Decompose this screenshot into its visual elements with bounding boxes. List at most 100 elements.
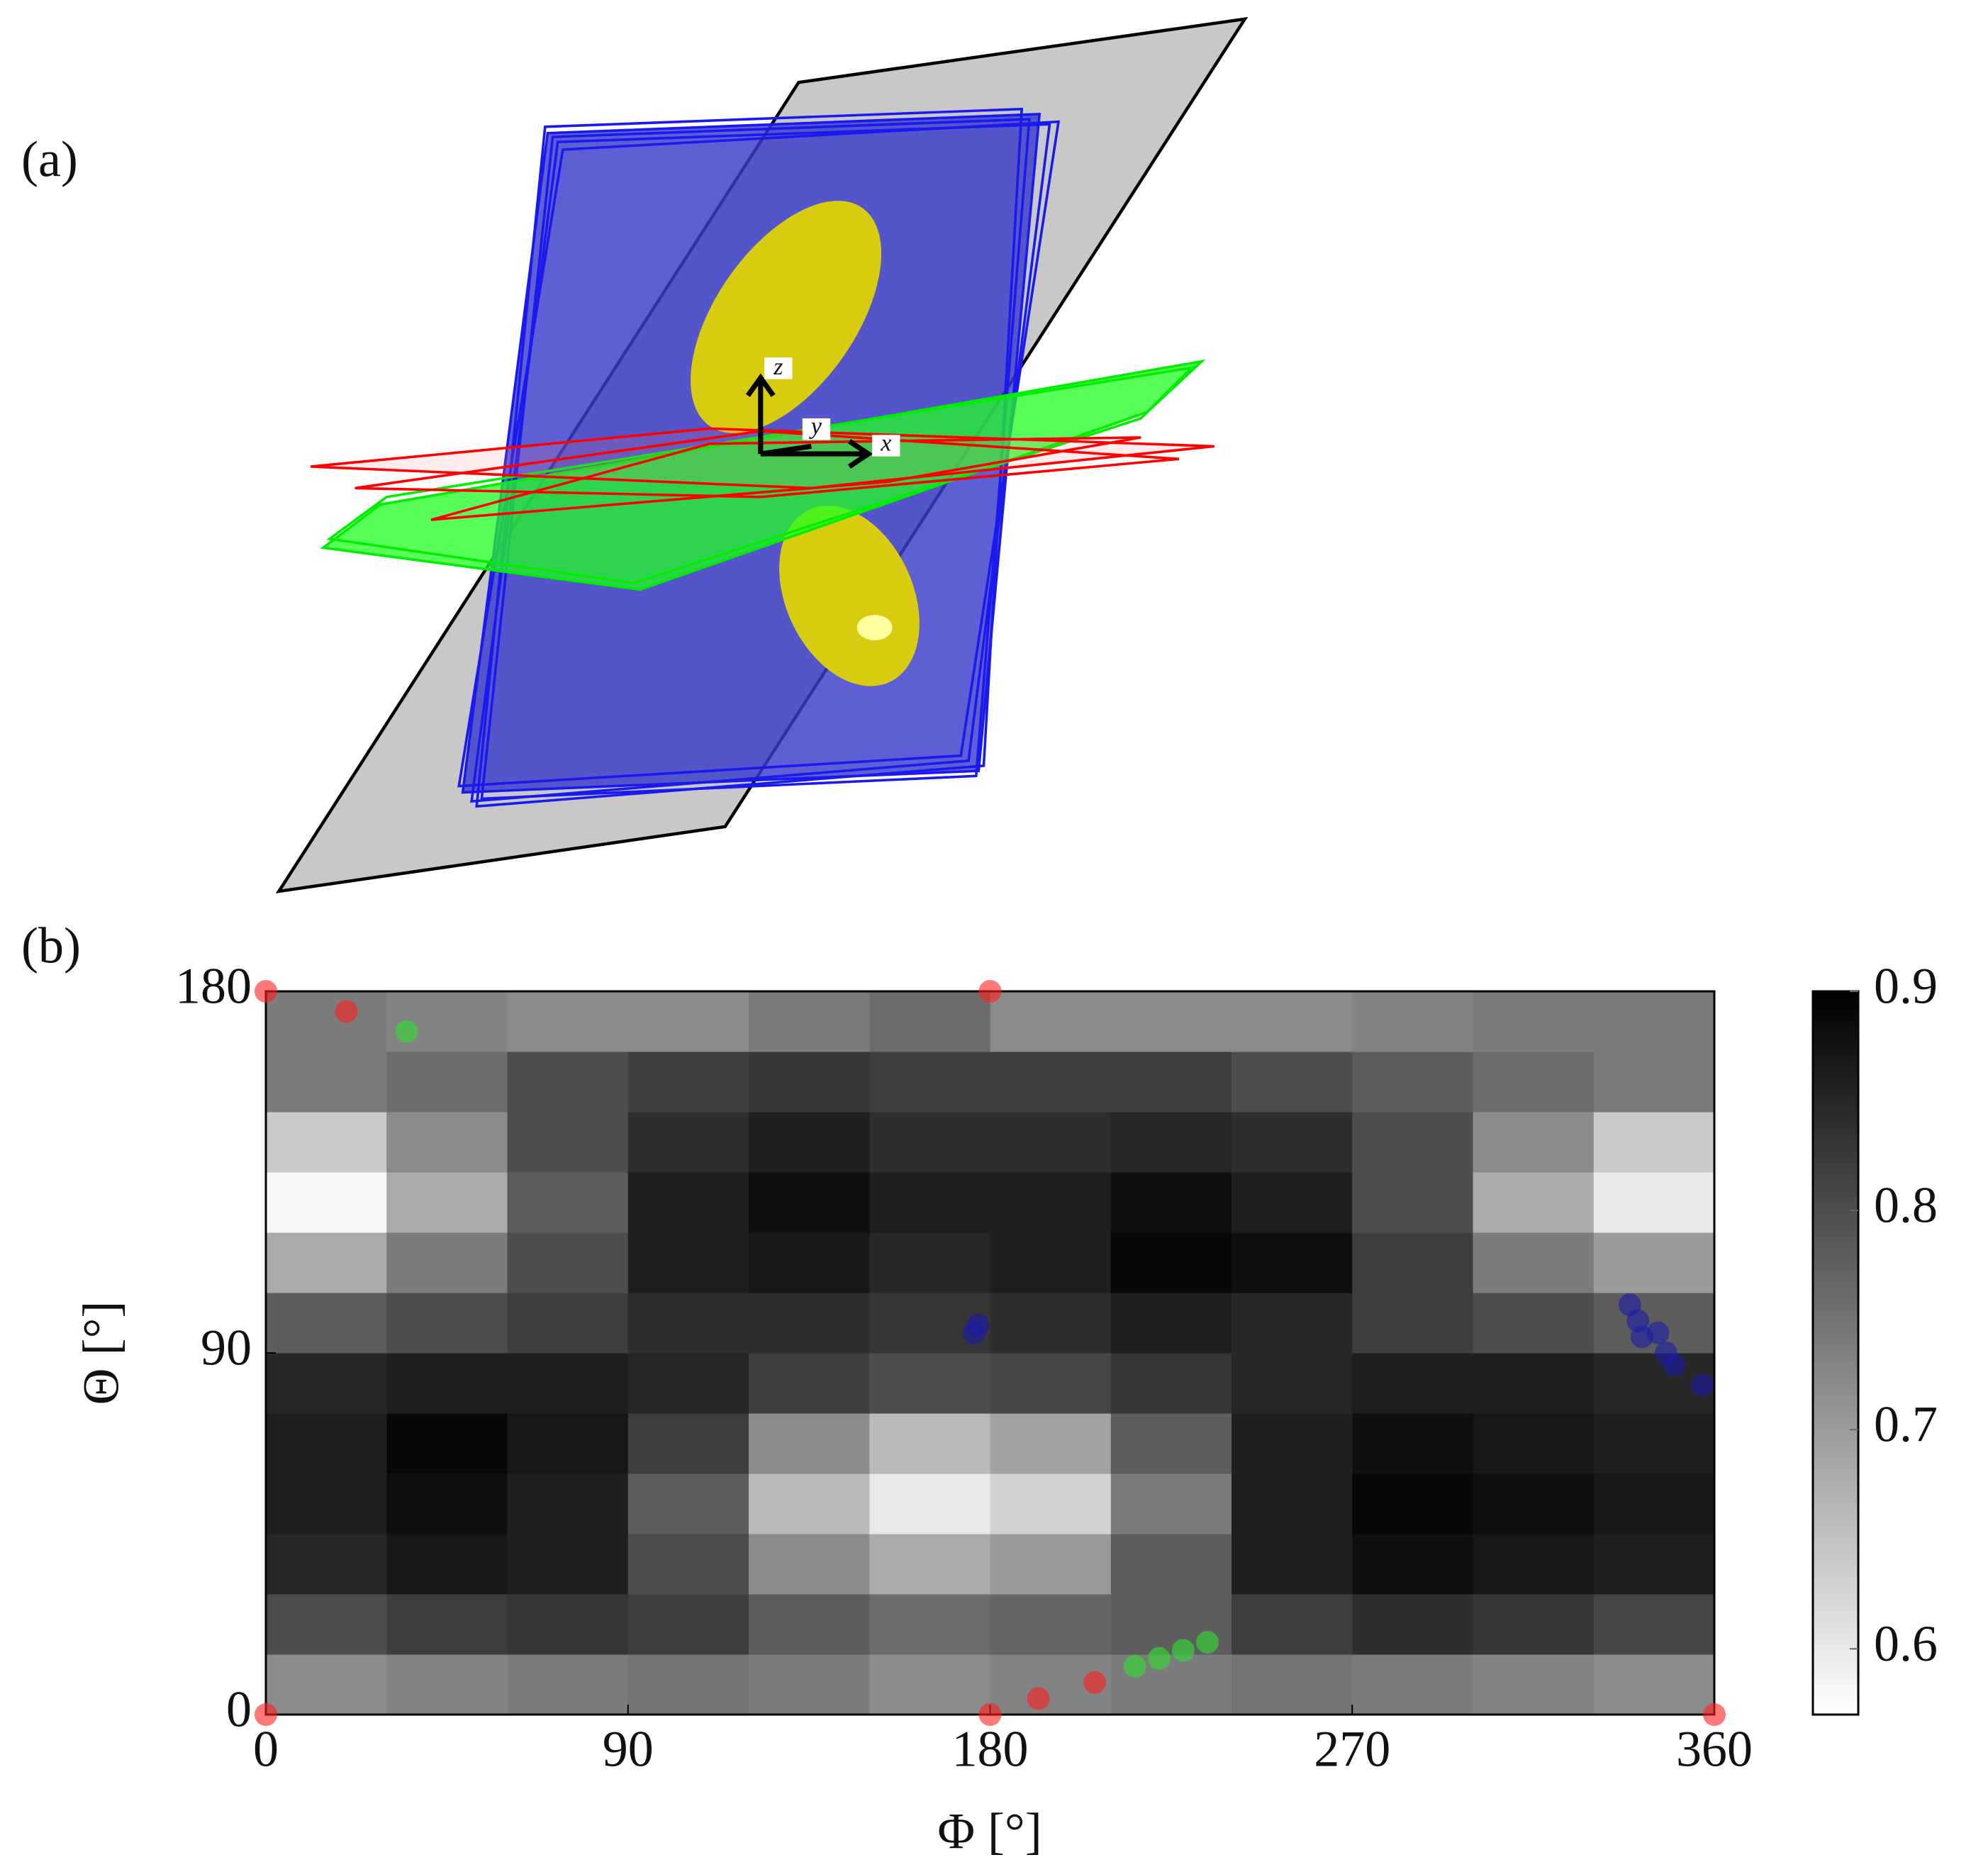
green-planes <box>320 359 1206 591</box>
lobe <box>691 201 882 433</box>
cell <box>990 1112 1112 1173</box>
cell <box>1473 1473 1595 1534</box>
cell <box>749 1353 870 1414</box>
cell <box>627 1594 749 1655</box>
cell <box>386 1534 508 1595</box>
cell <box>266 1232 387 1293</box>
cell <box>266 1534 387 1595</box>
point <box>1123 1655 1146 1678</box>
cell <box>1352 1172 1473 1233</box>
y-axis-label: Θ [°] <box>73 1301 130 1405</box>
cell <box>627 1293 749 1354</box>
cell <box>386 1112 508 1173</box>
cell <box>990 1052 1112 1113</box>
cell <box>749 1172 870 1233</box>
x-tick-label: 360 <box>1676 1721 1753 1778</box>
point <box>978 1703 1002 1726</box>
colorbar <box>1811 990 1860 1716</box>
cell <box>990 1413 1112 1474</box>
y-tick-label: 90 <box>201 1320 252 1376</box>
cell <box>1473 1534 1595 1595</box>
cell <box>749 1232 870 1293</box>
cell <box>1232 1594 1353 1655</box>
cell <box>1473 991 1595 1052</box>
cell <box>1593 1413 1715 1474</box>
cell <box>1232 1232 1353 1293</box>
cell <box>386 1172 508 1233</box>
cell <box>266 1293 387 1354</box>
cell <box>990 1473 1112 1534</box>
cell <box>749 1112 870 1173</box>
cell <box>1352 1052 1473 1113</box>
cell <box>1593 1172 1715 1233</box>
cell <box>386 1654 508 1715</box>
cell <box>1232 1052 1353 1113</box>
y-tick-label: 0 <box>226 1681 252 1738</box>
cell <box>990 1594 1112 1655</box>
colorbar-tick-label: 0.8 <box>1874 1177 1938 1234</box>
cell <box>1110 1293 1232 1354</box>
cell <box>1352 1112 1473 1173</box>
colorbar-tick-label: 0.7 <box>1874 1396 1938 1453</box>
cell <box>627 1353 749 1414</box>
cell <box>627 1232 749 1293</box>
cell <box>1352 1232 1473 1293</box>
cell <box>1593 1112 1715 1173</box>
point <box>1690 1374 1714 1397</box>
cell <box>749 1654 870 1715</box>
cell <box>1232 1654 1353 1715</box>
cell <box>1473 1594 1595 1655</box>
label-box <box>872 435 900 457</box>
point <box>1646 1321 1670 1344</box>
cell <box>1473 1413 1595 1474</box>
cell <box>266 1413 387 1474</box>
cell <box>1110 991 1232 1052</box>
cell <box>266 1594 387 1655</box>
point <box>1147 1647 1171 1670</box>
cell <box>1110 1232 1232 1293</box>
cell <box>386 1473 508 1534</box>
cell <box>1593 1473 1715 1534</box>
cell <box>507 1353 629 1414</box>
colorbar-tick-label: 0.9 <box>1874 958 1938 1015</box>
cell <box>266 1353 387 1414</box>
cell <box>1593 1232 1715 1293</box>
cell <box>1232 1112 1353 1173</box>
cell <box>386 1594 508 1655</box>
cell <box>627 1413 749 1474</box>
cell <box>749 1413 870 1474</box>
cell <box>507 1594 629 1655</box>
cell <box>266 1654 387 1715</box>
cell <box>627 1172 749 1233</box>
cell <box>1352 1654 1473 1715</box>
cell <box>627 1534 749 1595</box>
axis-y: y <box>809 413 822 440</box>
cell <box>1110 1052 1232 1113</box>
cell <box>266 1112 387 1173</box>
cell <box>869 1112 990 1173</box>
axes-arrows <box>746 373 873 469</box>
panel-label: (a) <box>21 131 78 188</box>
cell <box>990 1353 1112 1414</box>
cell <box>1593 1594 1715 1655</box>
panel-label: (b) <box>21 918 81 974</box>
x-tick-label: 180 <box>952 1721 1029 1778</box>
cell <box>1352 991 1473 1052</box>
cell <box>1352 1534 1473 1595</box>
x-tick-label: 0 <box>253 1721 279 1778</box>
cell <box>266 991 387 1052</box>
cell <box>266 1172 387 1233</box>
highlight <box>856 615 893 640</box>
cell <box>507 1052 629 1113</box>
cell <box>869 1413 990 1474</box>
point <box>1083 1671 1107 1694</box>
cell <box>869 991 990 1052</box>
cell <box>990 1172 1112 1233</box>
cell <box>507 1172 629 1233</box>
cell <box>507 1534 629 1595</box>
cell <box>869 1534 990 1595</box>
label-box <box>764 357 793 379</box>
cell <box>266 1473 387 1534</box>
point <box>255 980 277 1003</box>
